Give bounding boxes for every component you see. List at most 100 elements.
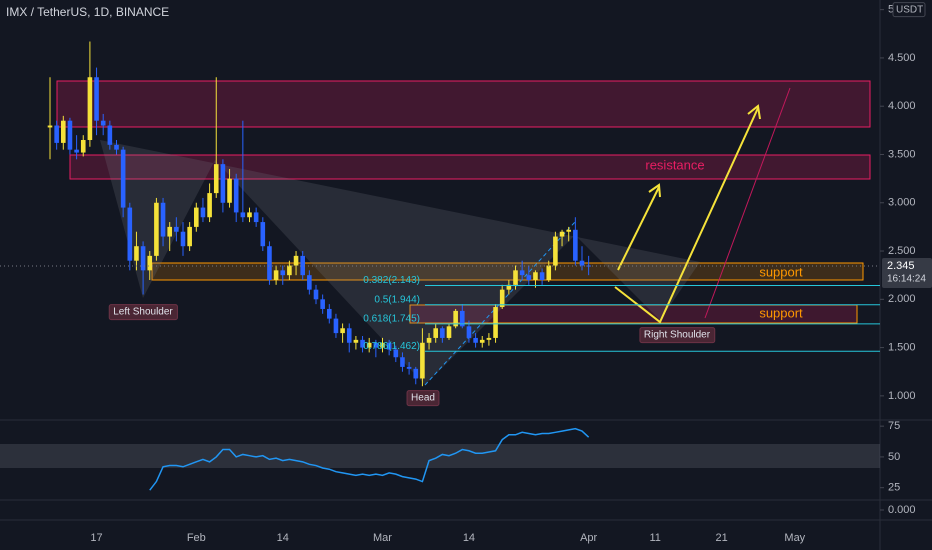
candle-body: [180, 231, 186, 247]
candle-body: [340, 328, 345, 334]
unit-box: [892, 2, 926, 18]
annotation-box: [108, 304, 178, 321]
arrow-head: [747, 104, 761, 120]
candle-body: [546, 265, 552, 280]
trend-line: [424, 221, 576, 386]
candle-body: [346, 328, 352, 343]
candle-body: [440, 328, 445, 338]
candle-body: [406, 366, 412, 369]
y-tick-label: 75: [888, 420, 900, 432]
candle-body: [573, 229, 578, 261]
candle-body: [94, 77, 99, 121]
candle-body: [499, 289, 505, 308]
annotation: resistance: [645, 157, 704, 172]
candle-body: [200, 207, 206, 218]
candle-body: [273, 270, 279, 280]
x-tick-label: 14: [463, 532, 475, 544]
y-tick-label: 4.500: [888, 52, 916, 64]
candle-body: [54, 125, 59, 143]
fib-label: 0.5(1.944): [374, 294, 420, 305]
resistance-zone: [69, 154, 871, 180]
chart-title: IMX / TetherUS, 1D, BINANCE: [6, 5, 169, 19]
candle-body: [333, 318, 339, 334]
resistance-zone: [56, 80, 871, 128]
candle-body: [506, 284, 512, 290]
candle-body: [553, 236, 558, 266]
candle-body: [267, 246, 272, 280]
candle-body: [366, 342, 372, 348]
y-tick-label: 3.500: [888, 148, 916, 160]
candle-body: [167, 226, 172, 237]
candle-body: [227, 178, 232, 203]
last-price-box: [882, 258, 932, 288]
candle-body: [513, 270, 518, 285]
countdown: 16:14:24: [887, 274, 926, 285]
y-unit: USDT: [896, 4, 923, 15]
candle-body: [453, 310, 458, 327]
candle-body: [486, 337, 492, 340]
last-price-label: 2.345: [887, 260, 915, 272]
candle-body: [87, 77, 93, 140]
candle-body: [460, 310, 465, 327]
candle-body: [400, 357, 405, 367]
candle-body: [280, 270, 286, 276]
candle-body: [307, 275, 312, 290]
y-tick-label: 5: [888, 4, 894, 16]
candle-body: [539, 272, 545, 280]
y-tick-label: 2.500: [888, 245, 916, 257]
x-tick-label: Apr: [580, 532, 597, 544]
arrow-head: [648, 183, 661, 198]
candle-body: [74, 149, 79, 153]
candle-body: [134, 246, 139, 261]
candle-body: [80, 140, 86, 153]
candle-body: [220, 164, 226, 203]
annotation-box: [639, 327, 716, 344]
x-tick-label: 21: [716, 532, 728, 544]
fib-label: 0.382(2.143): [363, 275, 420, 286]
candle-body: [313, 289, 319, 300]
candle-body: [213, 164, 219, 194]
annotation: support: [759, 264, 803, 279]
annotation: support: [759, 305, 803, 320]
candle-body: [446, 326, 452, 338]
candle-body: [160, 202, 166, 237]
candle-body: [114, 144, 119, 150]
fib-label: 0.618(1.745): [363, 314, 420, 325]
candle-body: [533, 272, 538, 280]
candle-body: [147, 255, 153, 271]
candle-body: [479, 339, 485, 343]
y-tick-label: 50: [888, 451, 900, 463]
x-tick-label: May: [784, 532, 805, 544]
candle-body: [293, 255, 299, 266]
candle-body: [420, 342, 425, 379]
candle-body: [373, 342, 379, 348]
annotation: Head: [411, 393, 435, 404]
candle-body: [260, 222, 266, 247]
candle-body: [413, 368, 419, 379]
y-tick-label: 2.000: [888, 293, 916, 305]
candle-body: [579, 260, 585, 266]
candle-body: [393, 349, 399, 358]
candle-body: [100, 120, 106, 126]
candle-body: [380, 342, 385, 348]
candle-body: [194, 207, 199, 227]
candle-body: [320, 299, 325, 309]
candle-body: [466, 326, 472, 338]
candle-body: [473, 337, 478, 343]
x-tick-label: Mar: [373, 532, 392, 544]
candle-body: [559, 231, 565, 237]
annotation-box: [406, 390, 440, 407]
candle-body: [207, 193, 212, 218]
candle-body: [120, 149, 126, 208]
candle-body: [233, 178, 239, 213]
y-tick-label: 0.000: [888, 504, 916, 516]
annotation: Right Shoulder: [644, 330, 711, 341]
annotation: Left Shoulder: [113, 307, 173, 318]
candle-body: [47, 125, 53, 128]
candle-body: [287, 265, 292, 276]
candle-body: [67, 120, 73, 150]
candle-body: [426, 337, 432, 343]
marks: [47, 41, 591, 491]
